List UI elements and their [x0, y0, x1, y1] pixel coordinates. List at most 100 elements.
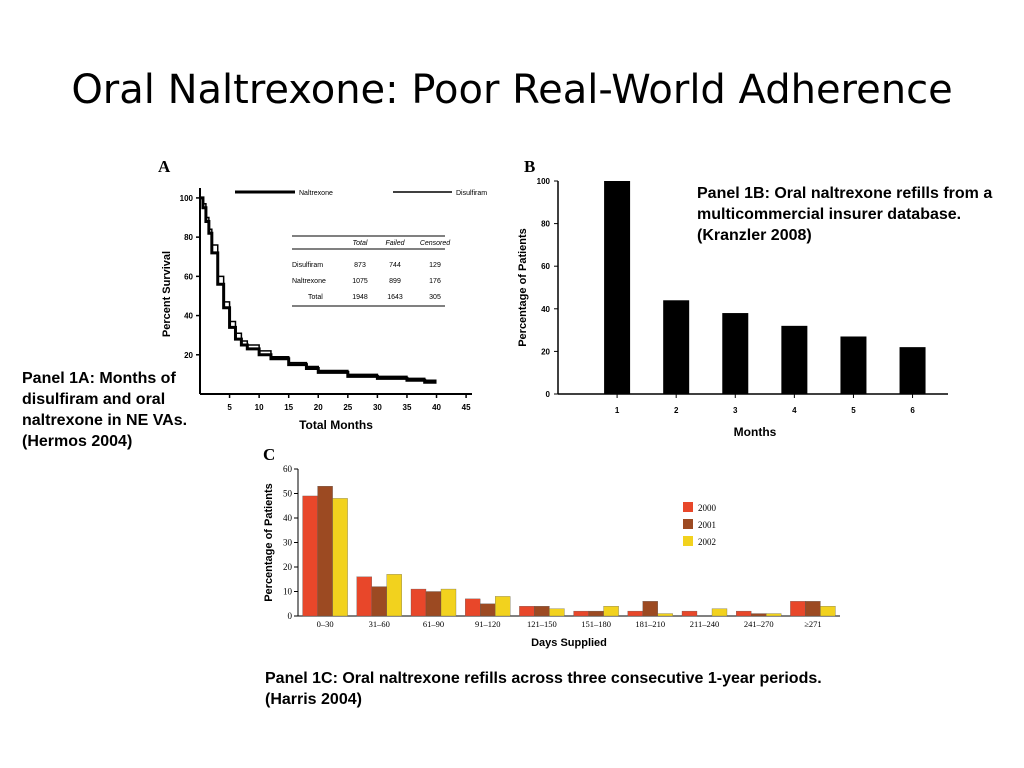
bar — [604, 181, 631, 394]
legend-swatch — [683, 502, 693, 512]
legend-label: 2000 — [698, 503, 717, 513]
x-tick-label: 151–180 — [581, 619, 611, 629]
y-tick-label: 40 — [541, 305, 550, 314]
table-cell: 129 — [429, 262, 441, 269]
x-tick-label: 4 — [792, 406, 797, 415]
legend-label: Disulfiram — [456, 190, 487, 197]
x-tick-label: 30 — [373, 403, 382, 412]
x-tick-label: 45 — [462, 403, 471, 412]
x-tick-label: 25 — [343, 403, 352, 412]
caption-panel-a: Panel 1A: Months of disulfiram and oral … — [22, 370, 188, 450]
chart-panel-a: A 20 40 60 80 100 5 10 15 20 25 30 35 40 45 Total Mont… — [158, 157, 487, 432]
slide-title: Oral Naltrexone: Poor Real-World Adheren… — [71, 67, 953, 113]
bar — [840, 336, 867, 394]
y-tick-label: 10 — [283, 587, 293, 597]
caption-panel-c: Panel 1C: Oral naltrexone refills across… — [265, 670, 822, 708]
bar-2002 — [711, 608, 728, 617]
x-tick-label: 20 — [314, 403, 323, 412]
table-cell: 1948 — [352, 294, 368, 301]
x-axis-label: Days Supplied — [531, 637, 607, 649]
y-tick-label: 0 — [288, 611, 293, 621]
bar-2001 — [751, 613, 767, 617]
y-axis-label: Percentage of Patients — [263, 483, 275, 602]
bar — [722, 313, 749, 394]
bar-2001 — [588, 610, 604, 617]
caption-panel-b: Panel 1B: Oral naltrexone refills from a… — [697, 185, 993, 244]
x-tick-label: 61–90 — [423, 619, 444, 629]
x-tick-label: 0–30 — [317, 619, 334, 629]
bar-2002 — [440, 588, 457, 617]
table-cell: 744 — [389, 262, 401, 269]
x-axis-label: Months — [734, 425, 777, 439]
table-cell: Disulfiram — [292, 262, 323, 269]
bar-2000 — [410, 588, 427, 617]
x-tick-label: ≥271 — [804, 619, 821, 629]
bar-2002 — [603, 606, 619, 617]
x-tick-label: 6 — [910, 406, 915, 415]
y-tick-label: 100 — [537, 177, 551, 186]
bar-2000 — [573, 610, 589, 617]
table-cell: 305 — [429, 294, 441, 301]
table-cell: 176 — [429, 278, 441, 285]
chart-panel-c: C 0 10 20 30 40 50 60 0–30 31–60 61–90 91–120 121–1… — [263, 445, 840, 649]
bar — [781, 325, 808, 394]
y-tick-label: 20 — [541, 347, 550, 356]
bar-2000 — [465, 598, 481, 617]
table-header: Censored — [420, 240, 451, 247]
bar — [899, 347, 926, 394]
bar-2002 — [766, 613, 782, 617]
panel-letter-b: B — [524, 157, 535, 176]
table-cell: 1643 — [387, 294, 403, 301]
series-line-disulfiram — [200, 197, 437, 382]
y-tick-label: 50 — [283, 489, 293, 499]
table-cell: 899 — [389, 278, 401, 285]
legend-label: Naltrexone — [299, 190, 333, 197]
bar-2001 — [371, 586, 387, 617]
bar-2001 — [805, 601, 821, 617]
bar-2001 — [317, 486, 333, 617]
legend-swatch — [683, 519, 693, 529]
x-tick-label: 40 — [432, 403, 441, 412]
y-tick-label: 60 — [184, 272, 193, 281]
table-cell: 873 — [354, 262, 366, 269]
bar — [663, 300, 690, 394]
table-cell: Naltrexone — [292, 278, 326, 285]
y-tick-label: 20 — [184, 351, 193, 360]
x-tick-label: 121–150 — [527, 619, 557, 629]
y-axis-label: Percentage of Patients — [517, 228, 529, 347]
legend-label: 2002 — [698, 537, 716, 547]
table-cell: 1075 — [352, 278, 368, 285]
bar-2000 — [356, 576, 372, 617]
bar-2002 — [657, 613, 673, 617]
y-tick-label: 80 — [184, 233, 193, 242]
y-axis-label: Percent Survival — [161, 251, 173, 337]
bar-2002 — [820, 606, 836, 617]
bar-2002 — [332, 498, 348, 617]
bar-2002 — [495, 596, 511, 617]
x-tick-label: 2 — [674, 406, 679, 415]
y-tick-label: 20 — [283, 562, 293, 572]
x-tick-label: 5 — [227, 403, 232, 412]
x-tick-label: 181–210 — [635, 619, 665, 629]
y-tick-label: 40 — [283, 513, 293, 523]
x-tick-label: 1 — [615, 406, 620, 415]
x-tick-label: 91–120 — [475, 619, 501, 629]
y-tick-label: 0 — [546, 390, 551, 399]
table-header: Failed — [385, 240, 405, 247]
y-tick-label: 100 — [180, 194, 194, 203]
y-tick-label: 30 — [283, 538, 293, 548]
y-tick-label: 60 — [541, 262, 550, 271]
bar-2000 — [736, 610, 752, 617]
bar-2002 — [549, 608, 565, 617]
x-tick-label: 10 — [255, 403, 264, 412]
bar-2001 — [425, 591, 442, 617]
legend-swatch — [683, 536, 693, 546]
legend-label: 2001 — [698, 520, 716, 530]
table-cell: Total — [308, 294, 323, 301]
bar-2001 — [480, 603, 496, 617]
bar-2000 — [519, 606, 535, 617]
y-tick-label: 60 — [283, 464, 293, 474]
panel-letter-a: A — [158, 157, 171, 176]
table-header: Total — [353, 240, 368, 247]
bar-2001 — [642, 601, 658, 617]
